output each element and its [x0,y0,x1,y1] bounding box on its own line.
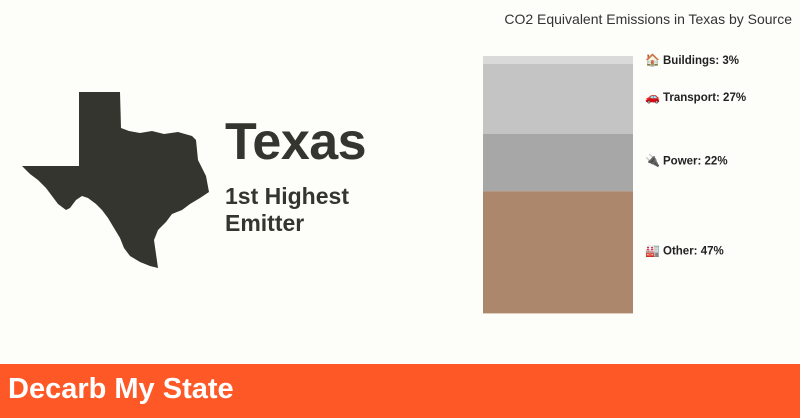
bar-segment-3 [483,191,633,314]
texas-map-icon [22,92,209,268]
bar-segment-1 [483,63,633,134]
rank-line-1: 1st Highest [225,183,349,209]
footer-bar: Decarb My State [0,364,800,418]
bar-segment-2 [483,134,633,192]
segment-label-2: Power: 22% [663,156,728,168]
state-name: Texas [225,113,367,171]
footer-title: Decarb My State [8,373,234,405]
plug-icon: 🔌 [645,154,660,168]
segment-label-1: Transport: 27% [663,92,746,104]
bar-segment-0 [483,56,633,64]
rank-line-2: Emitter [225,210,305,236]
car-icon: 🚗 [645,90,660,104]
chart-title: CO2 Equivalent Emissions in Texas by Sou… [504,11,792,27]
factory-icon: 🏭 [645,243,660,257]
house-icon: 🏠 [645,53,660,67]
segment-label-3: Other: 47% [663,245,724,257]
emissions-stacked-bar-chart: 🏠 Buildings: 3% 🚗 Transport: 27% 🔌 Power: 22%… [483,53,746,314]
emitter-rank: 1st Highest Emitter [225,183,395,237]
segment-label-0: Buildings: 3% [663,55,739,67]
